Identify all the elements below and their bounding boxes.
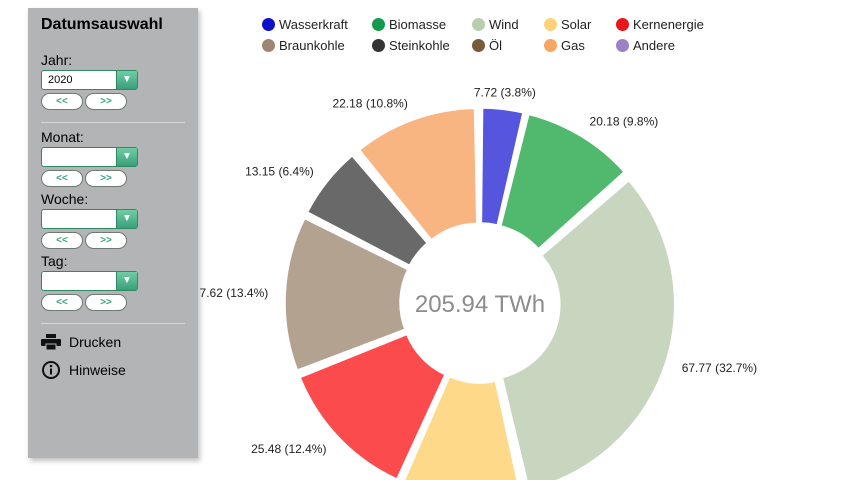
chevron-down-icon: ▼: [116, 210, 137, 228]
legend-label: Wasserkraft: [279, 17, 348, 32]
legend-swatch: [544, 39, 557, 52]
day-next-button[interactable]: >>: [85, 294, 127, 311]
legend-label: Biomasse: [389, 17, 447, 32]
year-select[interactable]: 2020 ▼: [41, 70, 138, 90]
divider: [41, 323, 185, 324]
year-next-button[interactable]: >>: [85, 93, 127, 110]
week-next-button[interactable]: >>: [85, 232, 127, 249]
legend-item[interactable]: Kernenergie: [616, 17, 716, 32]
legend-label: Andere: [633, 38, 675, 53]
legend-item[interactable]: Gas: [544, 38, 616, 53]
slice-label: 20.18 (9.8%): [590, 114, 659, 128]
legend-item[interactable]: Steinkohle: [372, 38, 472, 53]
legend-item[interactable]: Öl: [472, 38, 544, 53]
divider: [41, 122, 185, 123]
date-selection-panel: Datumsauswahl Jahr: 2020 ▼ << >> Monat: …: [28, 8, 198, 458]
chart-legend: Wasserkraft Biomasse Wind Solar Kernenergie B…: [262, 17, 742, 53]
slice-label: 25.48 (12.4%): [251, 442, 326, 456]
legend-item[interactable]: Braunkohle: [262, 38, 372, 53]
legend-item[interactable]: Solar: [544, 17, 616, 32]
year-select-value: 2020: [48, 74, 73, 86]
legend-swatch: [262, 18, 275, 31]
legend-label: Öl: [489, 38, 502, 53]
legend-swatch: [262, 39, 275, 52]
month-select[interactable]: ▼: [41, 147, 138, 167]
print-button[interactable]: Drucken: [41, 334, 185, 350]
day-prev-button[interactable]: <<: [41, 294, 83, 311]
pie-slice[interactable]: [500, 113, 625, 250]
day-select[interactable]: ▼: [41, 271, 138, 291]
month-nav: << >>: [41, 170, 185, 187]
year-nav: << >>: [41, 93, 185, 110]
legend-swatch: [616, 18, 629, 31]
printer-icon: [41, 334, 61, 350]
week-nav: << >>: [41, 232, 185, 249]
year-prev-button[interactable]: <<: [41, 93, 83, 110]
legend-swatch: [544, 18, 557, 31]
chevron-down-icon: ▼: [116, 272, 137, 290]
year-label: Jahr:: [41, 52, 73, 68]
total-label: 205.94 TWh: [415, 291, 545, 318]
day-label: Tag:: [41, 253, 68, 269]
panel-title: Datumsauswahl: [41, 16, 163, 33]
week-select[interactable]: ▼: [41, 209, 138, 229]
info-label: Hinweise: [69, 362, 126, 378]
pie-slice[interactable]: [284, 217, 409, 371]
pie-slice[interactable]: [403, 375, 520, 480]
slice-label: 67.77 (32.7%): [682, 361, 757, 375]
slice-label: 7.72 (3.8%): [474, 85, 536, 99]
pie-slice[interactable]: [480, 107, 524, 226]
legend-item[interactable]: Biomasse: [372, 17, 472, 32]
slice-label: 27.62 (13.4%): [200, 286, 268, 300]
legend-swatch: [472, 39, 485, 52]
legend-item[interactable]: Wind: [472, 17, 544, 32]
pie-slice[interactable]: [306, 155, 428, 267]
legend-swatch: [472, 18, 485, 31]
slice-label: 22.18 (10.8%): [332, 97, 407, 111]
chevron-down-icon: ▼: [116, 71, 137, 89]
legend-swatch: [616, 39, 629, 52]
print-label: Drucken: [69, 334, 122, 350]
legend-label: Gas: [561, 38, 585, 53]
month-label: Monat:: [41, 129, 84, 145]
info-icon: [41, 360, 61, 380]
week-prev-button[interactable]: <<: [41, 232, 83, 249]
legend-label: Braunkohle: [279, 38, 345, 53]
pie-slice[interactable]: [299, 333, 446, 480]
legend-item[interactable]: Wasserkraft: [262, 17, 372, 32]
legend-swatch: [372, 18, 385, 31]
pie-slice[interactable]: [358, 107, 478, 241]
week-label: Woche:: [41, 191, 89, 207]
legend-label: Solar: [561, 17, 592, 32]
month-next-button[interactable]: >>: [85, 170, 127, 187]
pie-slice[interactable]: [501, 179, 676, 480]
legend-label: Wind: [489, 17, 519, 32]
info-button[interactable]: Hinweise: [41, 360, 185, 380]
month-prev-button[interactable]: <<: [41, 170, 83, 187]
legend-swatch: [372, 39, 385, 52]
donut-chart: 7.72 (3.8%) 20.18 (9.8%) 67.77 (32.7%) 25.4…: [200, 85, 757, 480]
slice-label: 13.15 (6.4%): [245, 164, 314, 178]
legend-label: Steinkohle: [389, 38, 450, 53]
day-nav: << >>: [41, 294, 185, 311]
legend-item[interactable]: Andere: [616, 38, 716, 53]
chevron-down-icon: ▼: [116, 148, 137, 166]
legend-label: Kernenergie: [633, 17, 704, 32]
